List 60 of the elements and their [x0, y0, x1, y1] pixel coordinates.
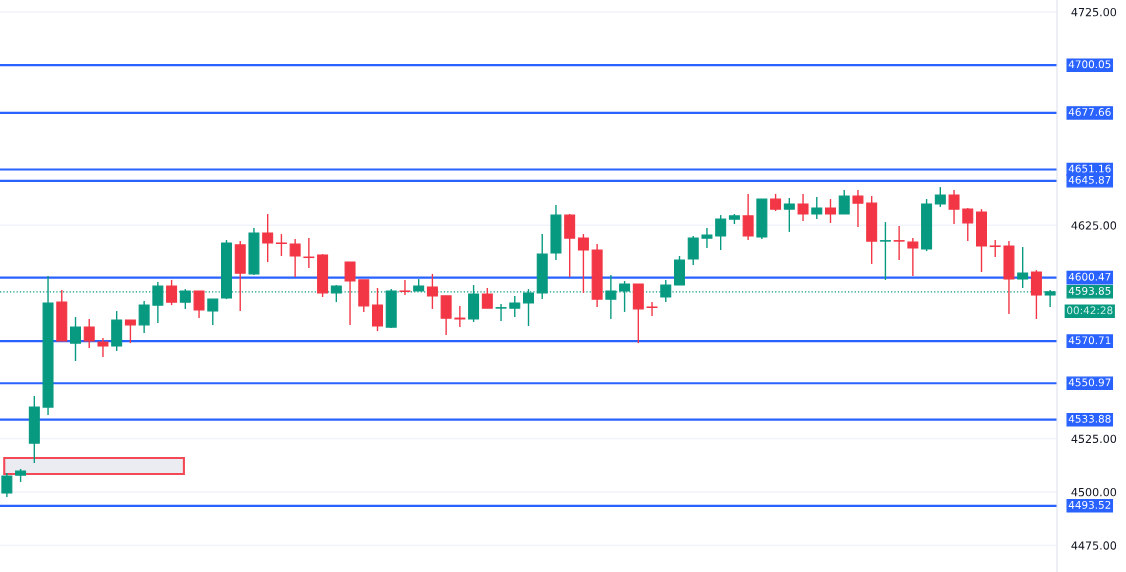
- ref-line-label: 4645.87: [1068, 175, 1111, 184]
- ref-line-label: 4593.85: [1068, 286, 1111, 295]
- candlestick: [97, 337, 109, 358]
- candlestick: [399, 279, 411, 296]
- candlestick: [577, 233, 589, 294]
- candlestick: [372, 287, 383, 332]
- candlestick: [193, 290, 205, 319]
- candlestick: [1044, 289, 1056, 308]
- candlestick: [907, 237, 919, 277]
- candlestick: [275, 233, 287, 257]
- candlestick: [262, 213, 274, 263]
- ref-line-label: 4550.97: [1068, 378, 1111, 387]
- candlestick: [454, 305, 466, 328]
- candlestick: [481, 287, 493, 309]
- candlestick: [783, 197, 795, 233]
- candlestick: [797, 193, 809, 222]
- candlestick: [893, 225, 905, 261]
- candlestick: [70, 316, 81, 362]
- candlestick: [289, 238, 301, 278]
- candlestick: [934, 186, 946, 208]
- candlestick: [825, 198, 836, 224]
- ref-line-label: 4651.16: [1068, 164, 1111, 173]
- candlestick: [879, 221, 891, 281]
- candlestick: [124, 319, 136, 344]
- y-tick-label: 4525.00: [1071, 434, 1117, 444]
- candlestick: [948, 189, 960, 225]
- candlestick: [1030, 269, 1042, 320]
- candlestick: [303, 237, 315, 269]
- candlestick: [852, 189, 864, 228]
- candlestick: [1, 472, 13, 498]
- candlestick: [509, 295, 521, 318]
- candlestick: [495, 303, 507, 322]
- candlestick: [701, 227, 713, 249]
- y-tick-label: 4625.00: [1071, 221, 1117, 230]
- candlestick: [344, 261, 356, 326]
- y-tick-label: 4725.00: [1071, 7, 1117, 17]
- text: 00:42:28: [1067, 306, 1113, 315]
- ref-line-label: 4533.88: [1068, 414, 1111, 423]
- candlestick: [564, 213, 576, 278]
- candlestick: [962, 207, 974, 242]
- ref-line-label: 4677.66: [1068, 108, 1111, 116]
- candlestick: [1017, 246, 1029, 289]
- candlestick: [207, 298, 219, 326]
- candlestick: [646, 301, 658, 317]
- candlestick: [440, 295, 452, 336]
- candlestick: [166, 279, 178, 306]
- candlestick: [742, 193, 754, 241]
- candlestick: [811, 196, 823, 220]
- candlestick: [715, 214, 727, 251]
- ref-line-label: 4700.05: [1068, 60, 1111, 69]
- candlestick: [687, 235, 699, 266]
- y-tick-label: 4475.00: [1071, 541, 1117, 550]
- candlestick: [838, 189, 850, 215]
- candlestick: [83, 318, 95, 349]
- candlestick: [426, 273, 438, 310]
- y-tick-label: 4500.00: [1071, 487, 1117, 497]
- ref-line-label: 4600.47: [1068, 272, 1111, 281]
- ref-line-label: 4570.71: [1068, 336, 1111, 345]
- ref-line-label: 4493.52: [1068, 500, 1111, 509]
- candlestick: [138, 300, 150, 334]
